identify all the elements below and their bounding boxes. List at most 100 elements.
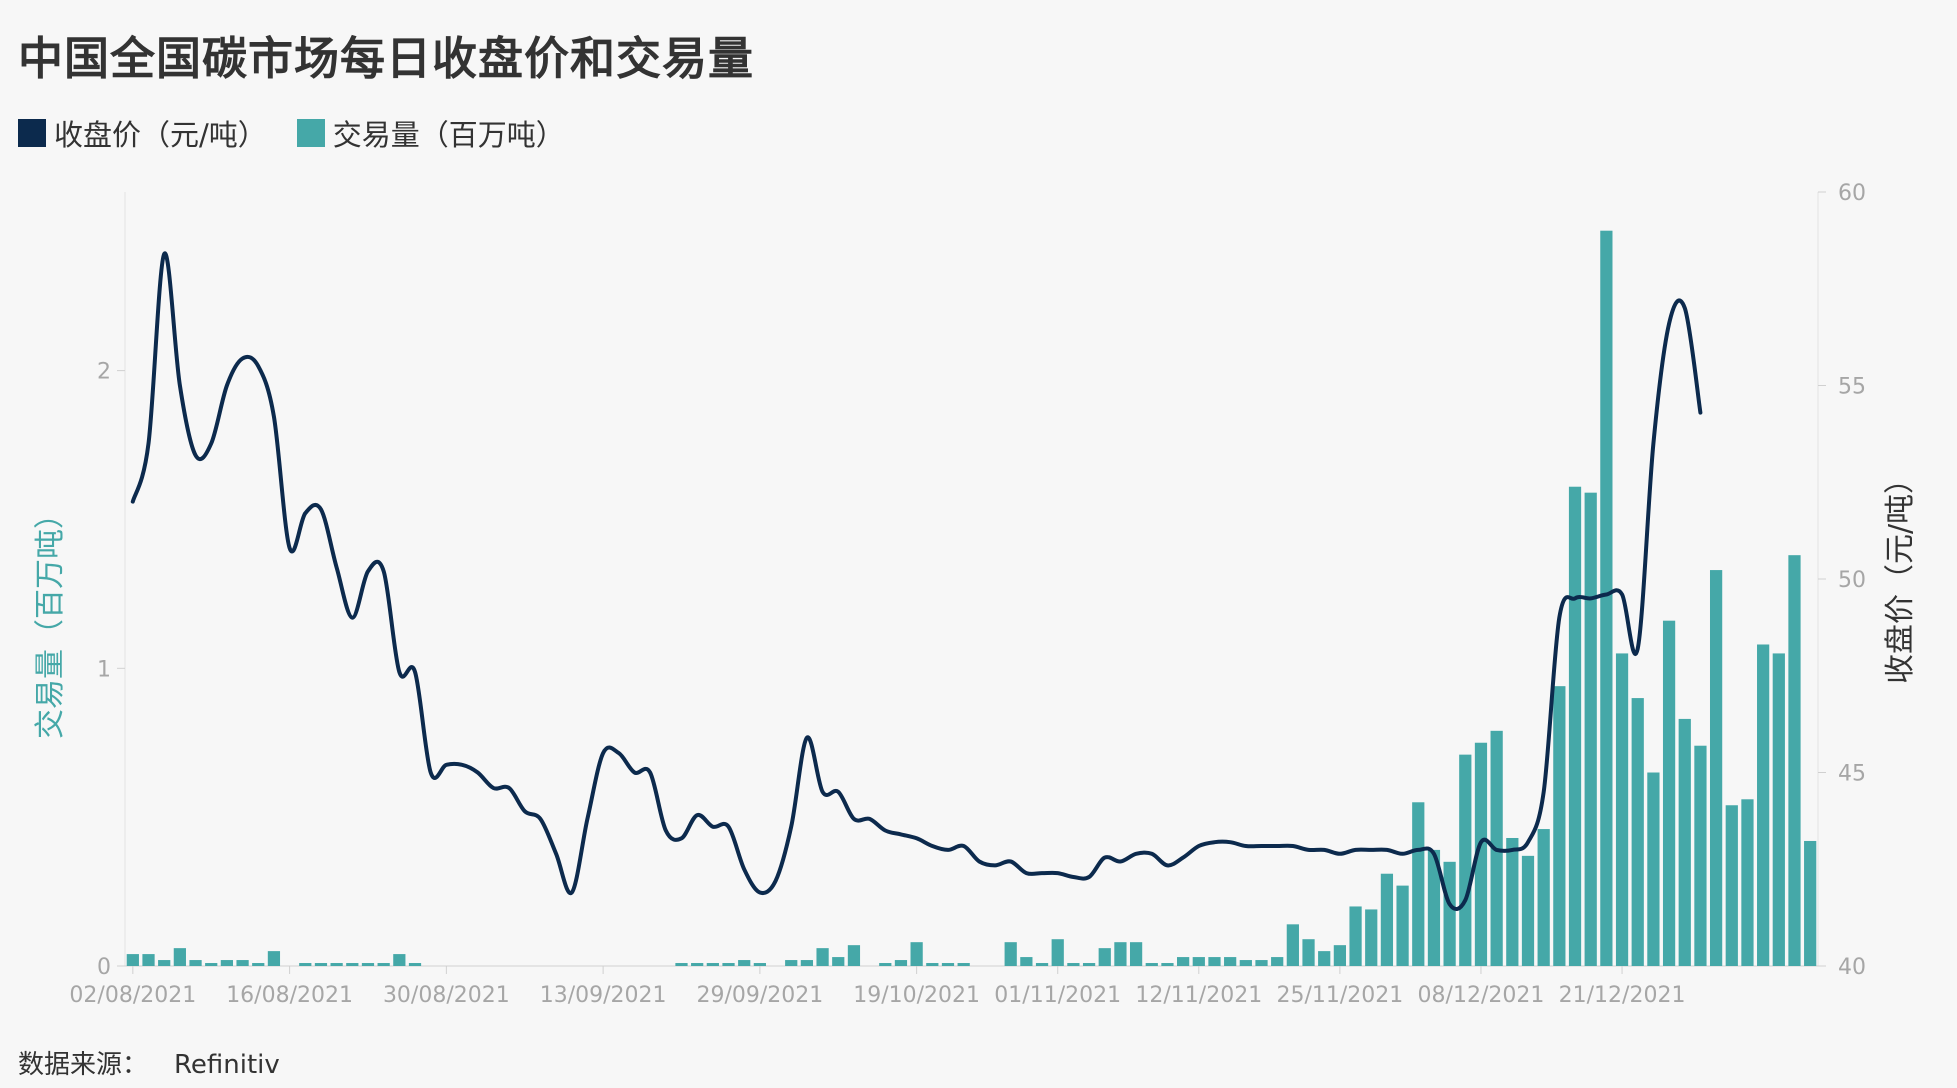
volume-bar bbox=[1129, 942, 1143, 966]
volume-bar bbox=[299, 963, 312, 966]
y-left-tick-label: 1 bbox=[97, 657, 111, 682]
volume-bar bbox=[1035, 963, 1049, 966]
source-label: 数据来源： bbox=[18, 1050, 149, 1080]
volume-bar bbox=[236, 960, 249, 966]
volume-bar bbox=[267, 951, 281, 966]
volume-bar bbox=[1161, 963, 1174, 966]
volume-bar bbox=[894, 960, 908, 966]
volume-bar bbox=[1302, 939, 1315, 966]
volume-bar bbox=[941, 963, 955, 966]
legend-item-price: 收盘价（元/吨） bbox=[18, 112, 267, 154]
volume-bar bbox=[346, 963, 359, 966]
volume-bar bbox=[1098, 948, 1111, 966]
volume-bar bbox=[1082, 963, 1096, 966]
volume-bar bbox=[1741, 799, 1754, 966]
legend: 收盘价（元/吨） 交易量（百万吨） bbox=[18, 112, 595, 154]
volume-bar bbox=[1067, 963, 1080, 966]
volume-bar bbox=[1757, 644, 1770, 966]
volume-bar bbox=[1318, 951, 1331, 966]
y-right-tick-label: 40 bbox=[1838, 955, 1866, 980]
price-line bbox=[130, 251, 1703, 911]
legend-swatch-price bbox=[18, 119, 46, 147]
volume-bar bbox=[1192, 957, 1205, 966]
volume-bar bbox=[1286, 924, 1299, 966]
volume-bar bbox=[1255, 960, 1268, 966]
volume-bar bbox=[1412, 802, 1425, 966]
volume-bar bbox=[1647, 772, 1660, 966]
volume-bar bbox=[377, 963, 390, 966]
volume-bar bbox=[957, 963, 970, 966]
volume-bar bbox=[816, 948, 829, 966]
y-right-tick-label: 60 bbox=[1838, 181, 1866, 206]
volume-bar bbox=[1709, 570, 1723, 966]
volume-bar bbox=[1568, 486, 1582, 966]
volume-bar bbox=[847, 945, 861, 966]
volume-bar bbox=[1349, 906, 1362, 966]
volume-bar bbox=[1396, 885, 1409, 966]
volume-bar bbox=[1537, 829, 1550, 966]
volume-bar bbox=[393, 954, 406, 966]
volume-bar bbox=[1600, 230, 1613, 966]
volume-bar bbox=[1427, 849, 1441, 966]
y-right-tick-label: 55 bbox=[1838, 375, 1866, 400]
source-note: 数据来源： Refinitiv bbox=[18, 1044, 280, 1081]
y-right-tick-label: 45 bbox=[1838, 762, 1866, 787]
y-left-tick-label: 0 bbox=[97, 955, 111, 980]
volume-bar bbox=[220, 960, 234, 966]
volume-bar bbox=[189, 960, 202, 966]
legend-label-volume: 交易量（百万吨） bbox=[332, 118, 565, 152]
volume-bar bbox=[1631, 698, 1644, 966]
volume-bar bbox=[832, 957, 845, 966]
x-tick-label: 21/12/2021 bbox=[1559, 983, 1686, 1008]
volume-bar bbox=[1521, 855, 1535, 966]
volume-bar bbox=[158, 960, 171, 966]
volume-bar bbox=[800, 960, 814, 966]
volume-bar bbox=[1725, 805, 1738, 966]
volume-bar bbox=[753, 963, 766, 966]
volume-bar bbox=[1615, 653, 1629, 966]
volume-bar bbox=[408, 963, 422, 966]
volume-bar bbox=[1788, 555, 1801, 966]
x-tick-label: 02/08/2021 bbox=[69, 983, 196, 1008]
y-right-tick-label: 50 bbox=[1838, 568, 1866, 593]
volume-bar bbox=[1051, 939, 1064, 966]
volume-bar bbox=[879, 963, 892, 966]
source-value: Refinitiv bbox=[174, 1050, 280, 1080]
volume-bar bbox=[1333, 945, 1346, 966]
y-left-tick-label: 2 bbox=[97, 360, 111, 385]
volume-bar bbox=[1506, 837, 1519, 966]
volume-bar bbox=[738, 960, 751, 966]
volume-bar bbox=[1145, 963, 1158, 966]
volume-bar bbox=[722, 963, 735, 966]
volume-bar bbox=[1772, 653, 1785, 966]
volume-bar bbox=[675, 963, 688, 966]
volume-bar bbox=[1553, 686, 1566, 966]
volume-bar bbox=[1020, 957, 1033, 966]
volume-bar bbox=[691, 963, 704, 966]
volume-bar bbox=[1004, 942, 1017, 966]
x-tick-label: 12/11/2021 bbox=[1135, 983, 1262, 1008]
volume-bar bbox=[1443, 861, 1456, 966]
y-axis-left-title: 交易量（百万吨） bbox=[33, 499, 68, 739]
x-tick-label: 13/09/2021 bbox=[540, 983, 667, 1008]
volume-bar bbox=[1208, 957, 1221, 966]
volume-bar bbox=[1239, 960, 1252, 966]
legend-swatch-volume bbox=[296, 119, 325, 147]
volume-bar bbox=[126, 954, 139, 966]
volume-bar bbox=[1177, 957, 1190, 966]
volume-bar bbox=[1804, 840, 1817, 966]
volume-bar bbox=[142, 954, 155, 966]
volume-bar bbox=[1584, 492, 1597, 966]
volume-bar bbox=[330, 963, 343, 966]
x-tick-label: 01/11/2021 bbox=[994, 983, 1121, 1008]
volume-bar bbox=[926, 963, 939, 966]
volume-bar bbox=[1474, 742, 1488, 966]
volume-bar bbox=[1380, 873, 1394, 966]
y-axis-right-title: 收盘价（元/吨） bbox=[1883, 464, 1918, 684]
x-tick-label: 08/12/2021 bbox=[1418, 983, 1545, 1008]
volume-bar bbox=[1694, 745, 1707, 966]
volume-bar bbox=[1224, 957, 1237, 966]
volume-bar bbox=[1114, 942, 1127, 966]
volume-bar bbox=[910, 942, 923, 966]
